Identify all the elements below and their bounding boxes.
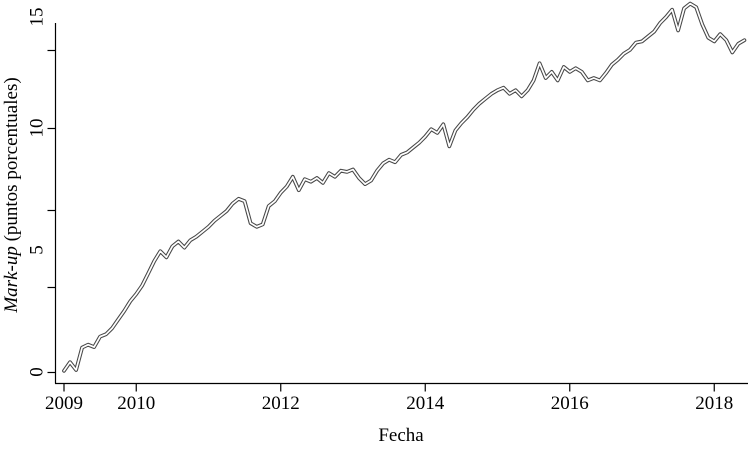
x-axis-title: Fecha <box>378 425 424 446</box>
y-tick-label: 0 <box>27 367 48 377</box>
series-line-core <box>63 2 746 372</box>
y-axis-title-rest: (puntos porcentuales) <box>1 77 22 246</box>
y-axis-title: Mark-up (puntos porcentuales) <box>1 77 22 313</box>
x-tick-label: 2016 <box>551 393 589 414</box>
axes: 0 5 10 15 2009 2010 2012 2014 2016 2018 <box>27 8 748 414</box>
y-tick-label: 5 <box>27 245 48 255</box>
x-tick-label: 2014 <box>406 393 445 414</box>
series-group <box>62 1 747 373</box>
y-tick-label: 10 <box>27 119 48 138</box>
series-line-outline <box>62 1 747 373</box>
y-axis-title-italic: Mark-up <box>1 246 22 313</box>
x-tick-label: 2010 <box>117 393 155 414</box>
x-tick-label: 2018 <box>695 393 733 414</box>
y-tick-label: 15 <box>27 8 48 27</box>
x-tick-label: 2012 <box>262 393 300 414</box>
x-tick-label: 2009 <box>45 393 83 414</box>
